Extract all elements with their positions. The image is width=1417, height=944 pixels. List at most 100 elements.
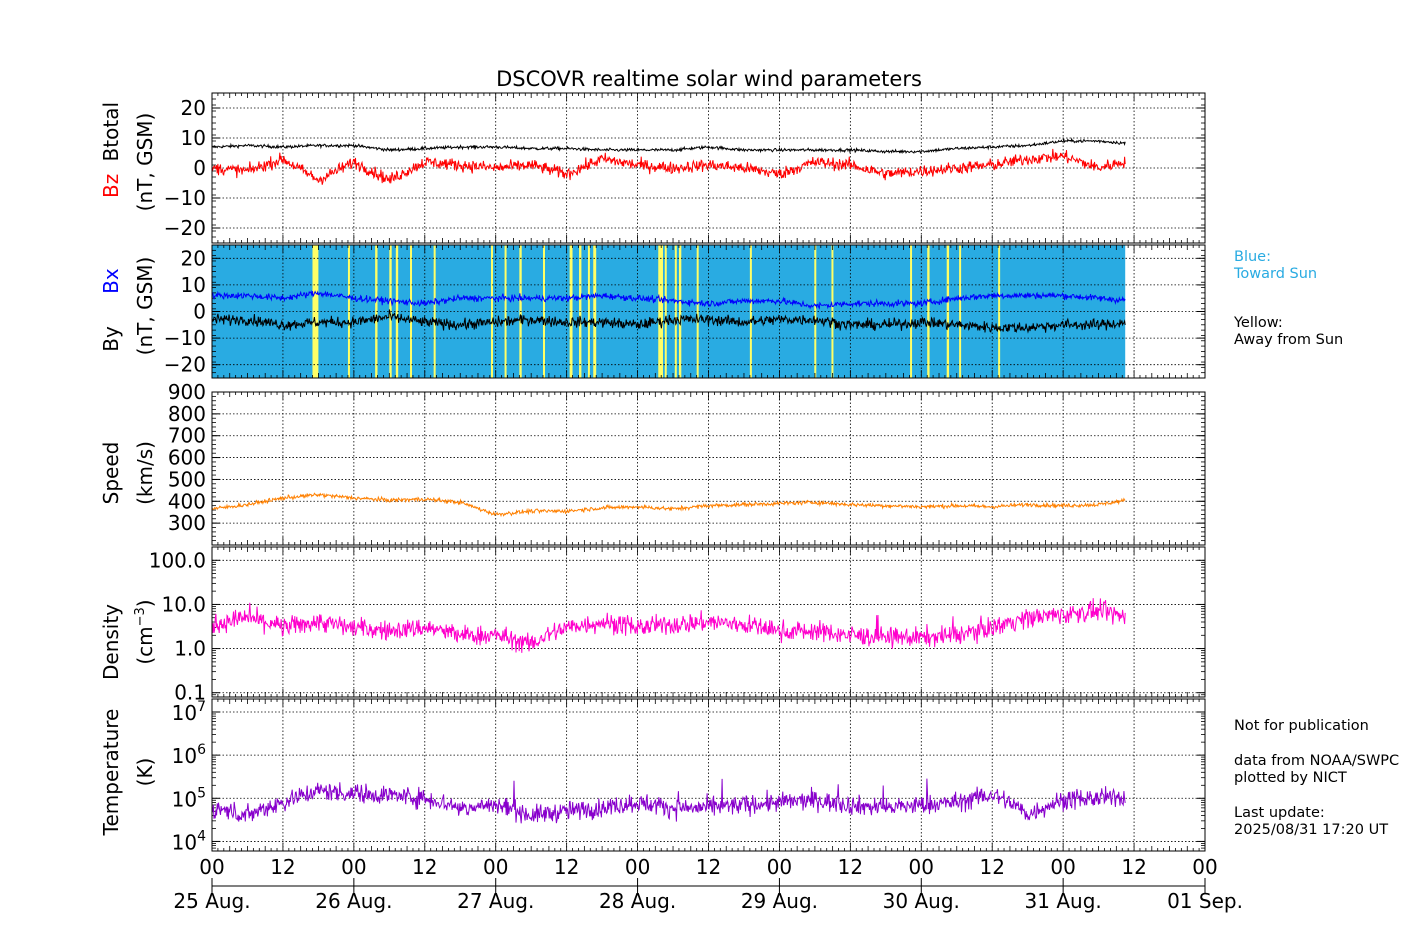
speed-label: Speed: [99, 442, 123, 505]
y-tick-label: 20: [181, 96, 206, 120]
x-tick-label: 00: [1192, 855, 1217, 879]
date-label: 25 Aug.: [173, 889, 250, 913]
away-from-sun-bar: [587, 245, 590, 378]
x-tick-label: 00: [341, 855, 366, 879]
panel-1: −20 −10 0 10 20: [164, 92, 1206, 244]
x-tick-label: 12: [696, 855, 721, 879]
y-tick-label: 0.1: [174, 681, 206, 705]
x-tick-label: 12: [554, 855, 579, 879]
away-from-sun-bar: [543, 245, 545, 378]
away-from-sun-bar: [410, 245, 413, 378]
y-tick-label: −20: [164, 216, 206, 240]
y-tick-label: 500: [168, 467, 206, 491]
density-label: Density: [99, 604, 123, 680]
by-label: By: [99, 326, 123, 352]
y-tick-label: 20: [181, 246, 206, 270]
away-from-sun-bar: [696, 245, 699, 378]
panel-frame: [211, 698, 1206, 852]
away-from-sun-bar: [927, 245, 930, 378]
svg-text:(cm−3): (cm−3): [133, 599, 157, 664]
date-label: 28 Aug.: [599, 889, 676, 913]
series-temperature: [211, 778, 1126, 824]
away-from-sun-bar: [998, 245, 1001, 378]
plot-area: −20−1001020−20−1001020300400500600700800…: [149, 92, 1243, 913]
x-tick-label: 12: [1121, 855, 1146, 879]
speed-units: (km/s): [133, 441, 157, 505]
y-tick-label: −20: [164, 353, 206, 377]
bz-label: Bz: [99, 174, 123, 198]
y-tick-label: 700: [168, 424, 206, 448]
series-bx: [211, 289, 1126, 310]
panel-frame: [211, 92, 1206, 244]
imf-units: (nT, GSM): [133, 257, 157, 356]
y-tick-label: 10.0: [161, 592, 206, 616]
toward-sun-background: [212, 245, 1126, 378]
not-for-publication: Not for publication: [1234, 718, 1369, 734]
series-bz: [211, 148, 1126, 185]
series-by: [211, 309, 1126, 334]
legend-blue-line1: Blue:: [1234, 249, 1271, 265]
x-tick-label: 00: [625, 855, 650, 879]
y-tick-label: 800: [168, 402, 206, 426]
chart-title: DSCOVR realtime solar wind parameters: [496, 67, 922, 91]
y-tick-label: 900: [168, 380, 206, 404]
away-from-sun-bar: [504, 245, 507, 378]
date-label: 29 Aug.: [741, 889, 818, 913]
x-tick-label: 12: [270, 855, 295, 879]
legend-yellow-line2: Away from Sun: [1234, 332, 1343, 348]
away-from-sun-bar: [678, 245, 682, 378]
date-label: 01 Sep.: [1167, 889, 1243, 913]
away-from-sun-bar: [433, 245, 436, 378]
away-from-sun-bar: [395, 245, 399, 378]
last-update-label: Last update:: [1234, 805, 1325, 821]
panel-frame: [211, 546, 1206, 698]
plotted-by: plotted by NICT: [1234, 770, 1347, 786]
svg-text:Bz Btotal: Bz Btotal: [99, 102, 123, 198]
legend-yellow-line1: Yellow:: [1233, 315, 1283, 331]
x-tick-label: 00: [483, 855, 508, 879]
y-tick-label: 100.0: [149, 548, 206, 572]
x-tick-label: 00: [1050, 855, 1075, 879]
away-from-sun-bar: [959, 245, 962, 378]
y-tick-label: 10: [181, 273, 206, 297]
y-tick-label: 0: [193, 300, 206, 324]
y-tick-label: 1.0: [174, 637, 206, 661]
svg-text:By Bx: By Bx: [99, 268, 123, 352]
panel-4: 0.1 1.0 10.0 100.0: [149, 546, 1206, 705]
y-tick-label: 106: [172, 742, 206, 768]
away-from-sun-bar: [569, 245, 573, 378]
date-label: 30 Aug.: [883, 889, 960, 913]
series-btotal: [211, 137, 1126, 155]
away-from-sun-bar: [910, 245, 913, 378]
away-from-sun-bar: [664, 245, 667, 378]
y-tick-label: 0: [193, 156, 206, 180]
y-tick-label: 107: [172, 699, 206, 725]
panel-5: 104 105 106 107: [172, 698, 1206, 854]
last-update-value: 2025/08/31 17:20 UT: [1234, 822, 1388, 838]
x-tick-label: 00: [199, 855, 224, 879]
date-label: 27 Aug.: [457, 889, 534, 913]
imf-ylabel: By Bx: [99, 268, 123, 352]
away-from-sun-bar: [674, 245, 677, 378]
density-units: (cm−3): [133, 599, 157, 664]
y-tick-label: 104: [172, 828, 206, 854]
panel-2: −20 −100 10 20: [164, 244, 1206, 379]
bx-label: Bx: [99, 268, 123, 294]
series-density: [211, 598, 1126, 653]
x-tick-label: 12: [979, 855, 1004, 879]
temperature-units: (K): [133, 758, 157, 787]
panel-frame: [211, 244, 1206, 379]
date-label: 31 Aug.: [1025, 889, 1102, 913]
x-tick-label: 12: [412, 855, 437, 879]
legend-blue-line2: Toward Sun: [1233, 266, 1317, 282]
y-tick-label: 105: [172, 785, 206, 811]
mag-units: (nT, GSM): [133, 113, 157, 212]
btotal-label: Btotal: [99, 102, 123, 161]
panel-frame: [211, 391, 1206, 546]
away-from-sun-bar: [490, 245, 493, 378]
data-source: data from NOAA/SWPC: [1234, 753, 1399, 769]
series-speed: [211, 492, 1126, 518]
mag-ylabel: Bz Btotal: [99, 102, 123, 198]
